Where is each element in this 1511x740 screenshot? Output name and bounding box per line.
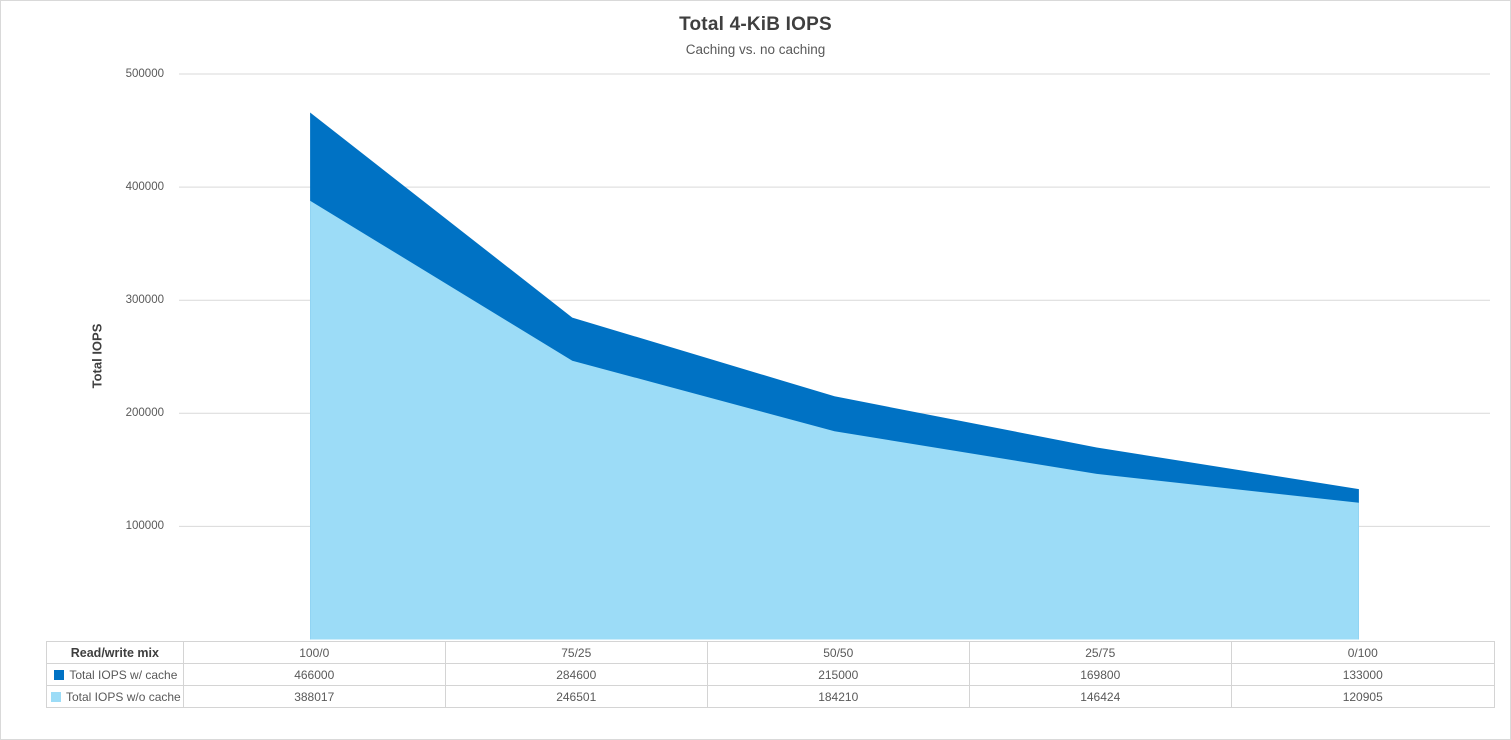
y-tick-label: 500000 bbox=[125, 68, 164, 80]
value-cell: 169800 bbox=[968, 663, 1232, 686]
series-label-cell: Total IOPS w/ cache bbox=[46, 663, 184, 686]
data-table: Read/write mix 100/0 75/25 50/50 25/75 0… bbox=[46, 641, 1495, 708]
table-row-without-cache: Total IOPS w/o cache 388017 246501 18421… bbox=[46, 685, 1495, 708]
chart-title: Total 4-KiB IOPS bbox=[679, 14, 832, 35]
series-label: Total IOPS w/ cache bbox=[69, 667, 178, 682]
category-cell: 0/100 bbox=[1230, 641, 1495, 664]
value-cell: 246501 bbox=[444, 685, 708, 708]
value-cell: 120905 bbox=[1230, 685, 1495, 708]
x-axis-header-label: Read/write mix bbox=[46, 641, 184, 664]
category-cell: 50/50 bbox=[706, 641, 970, 664]
y-tick-label: 400000 bbox=[125, 181, 164, 194]
value-cell: 146424 bbox=[968, 685, 1232, 708]
category-cell: 25/75 bbox=[968, 641, 1232, 664]
y-tick-label: 300000 bbox=[125, 294, 164, 307]
value-cell: 215000 bbox=[706, 663, 970, 686]
value-cell: 133000 bbox=[1230, 663, 1495, 686]
series-label-cell: Total IOPS w/o cache bbox=[46, 685, 184, 708]
y-tick-label: 100000 bbox=[125, 520, 164, 533]
value-cell: 466000 bbox=[182, 663, 446, 686]
value-cell: 184210 bbox=[706, 685, 970, 708]
table-row-with-cache: Total IOPS w/ cache 466000 284600 215000… bbox=[46, 663, 1495, 686]
value-cell: 388017 bbox=[182, 685, 446, 708]
y-tick-label: 200000 bbox=[125, 407, 164, 420]
table-header-row: Read/write mix 100/0 75/25 50/50 25/75 0… bbox=[46, 641, 1495, 664]
value-cell: 284600 bbox=[444, 663, 708, 686]
legend-marker-with-cache-icon bbox=[54, 669, 65, 680]
series-label: Total IOPS w/o cache bbox=[66, 689, 181, 704]
legend-marker-without-cache-icon bbox=[51, 691, 61, 702]
chart-subtitle: Caching vs. no caching bbox=[685, 42, 826, 57]
y-axis-title: Total IOPS bbox=[89, 323, 105, 389]
category-cell: 100/0 bbox=[182, 641, 446, 664]
category-cell: 75/25 bbox=[444, 641, 708, 664]
